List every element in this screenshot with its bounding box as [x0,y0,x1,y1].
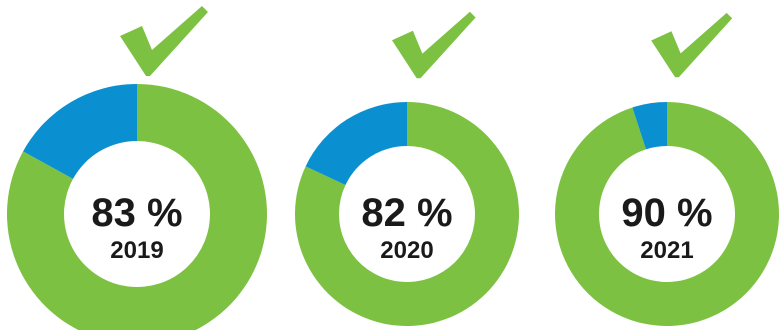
check-icon [392,11,476,79]
slice-blue [23,84,137,179]
slice-green [7,84,267,330]
donut-chart-2020: 82 %2020 [295,11,520,326]
year-label: 2021 [640,237,693,264]
percent-label: 83 % [91,191,182,235]
slice-blue [632,102,667,150]
check-icon [120,6,208,76]
slice-green [554,102,779,326]
slice-green [295,102,520,326]
percent-label: 90 % [621,191,712,235]
year-label: 2019 [110,237,163,264]
year-label: 2020 [380,237,433,264]
donut-chart-2019: 83 %2019 [7,6,267,330]
slice-blue [305,102,407,186]
percent-label: 82 % [361,191,452,235]
donut-chart-2021: 90 %2021 [554,12,779,326]
check-icon [651,12,733,78]
